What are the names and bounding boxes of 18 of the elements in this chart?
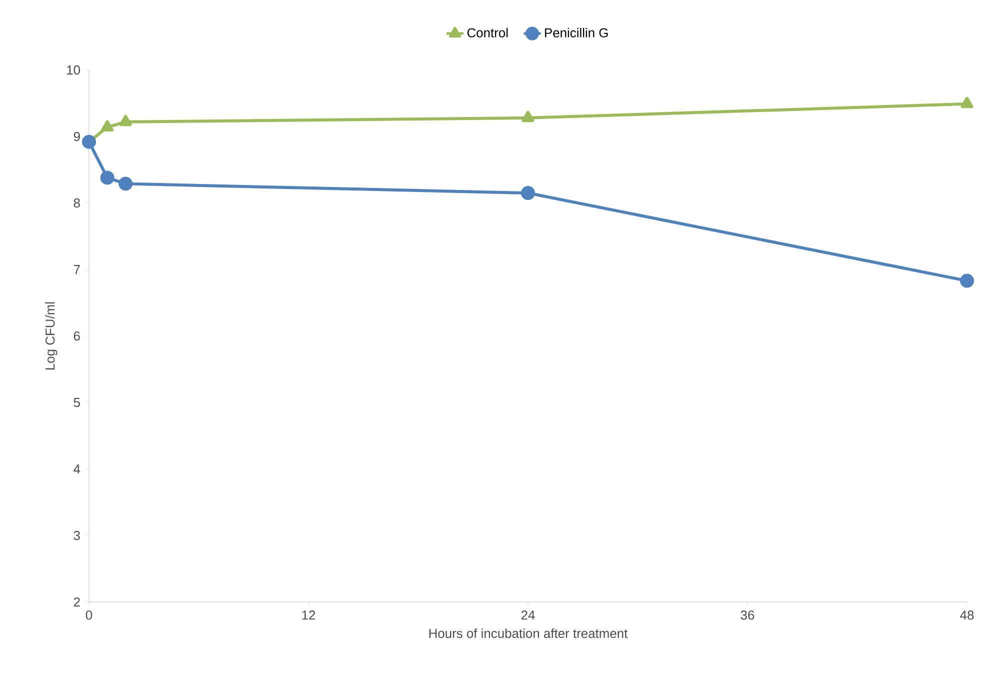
legend-label: Penicillin G — [545, 28, 608, 38]
x-tick-label: 24 — [521, 610, 535, 620]
x-tick-label: 12 — [302, 610, 316, 620]
x-axis-title: Hours of incubation after treatment — [429, 628, 628, 638]
y-axis-title: Log CFU/ml — [45, 302, 58, 370]
y-tick-label: 10 — [67, 65, 80, 75]
legend-label: Control — [467, 28, 508, 38]
x-tick-label: 0 — [86, 610, 92, 620]
y-tick-label: 2 — [74, 597, 80, 607]
y-tick-label: 6 — [74, 331, 80, 341]
y-tick-label: 3 — [74, 530, 80, 540]
y-tick-label: 4 — [74, 464, 80, 474]
y-tick-label: 7 — [74, 265, 80, 274]
x-tick-label: 36 — [740, 610, 754, 620]
y-tick-label: 8 — [74, 198, 80, 208]
x-tick-label: 48 — [960, 610, 974, 620]
y-tick-label: 5 — [74, 398, 80, 408]
y-tick-label: 9 — [74, 132, 80, 142]
